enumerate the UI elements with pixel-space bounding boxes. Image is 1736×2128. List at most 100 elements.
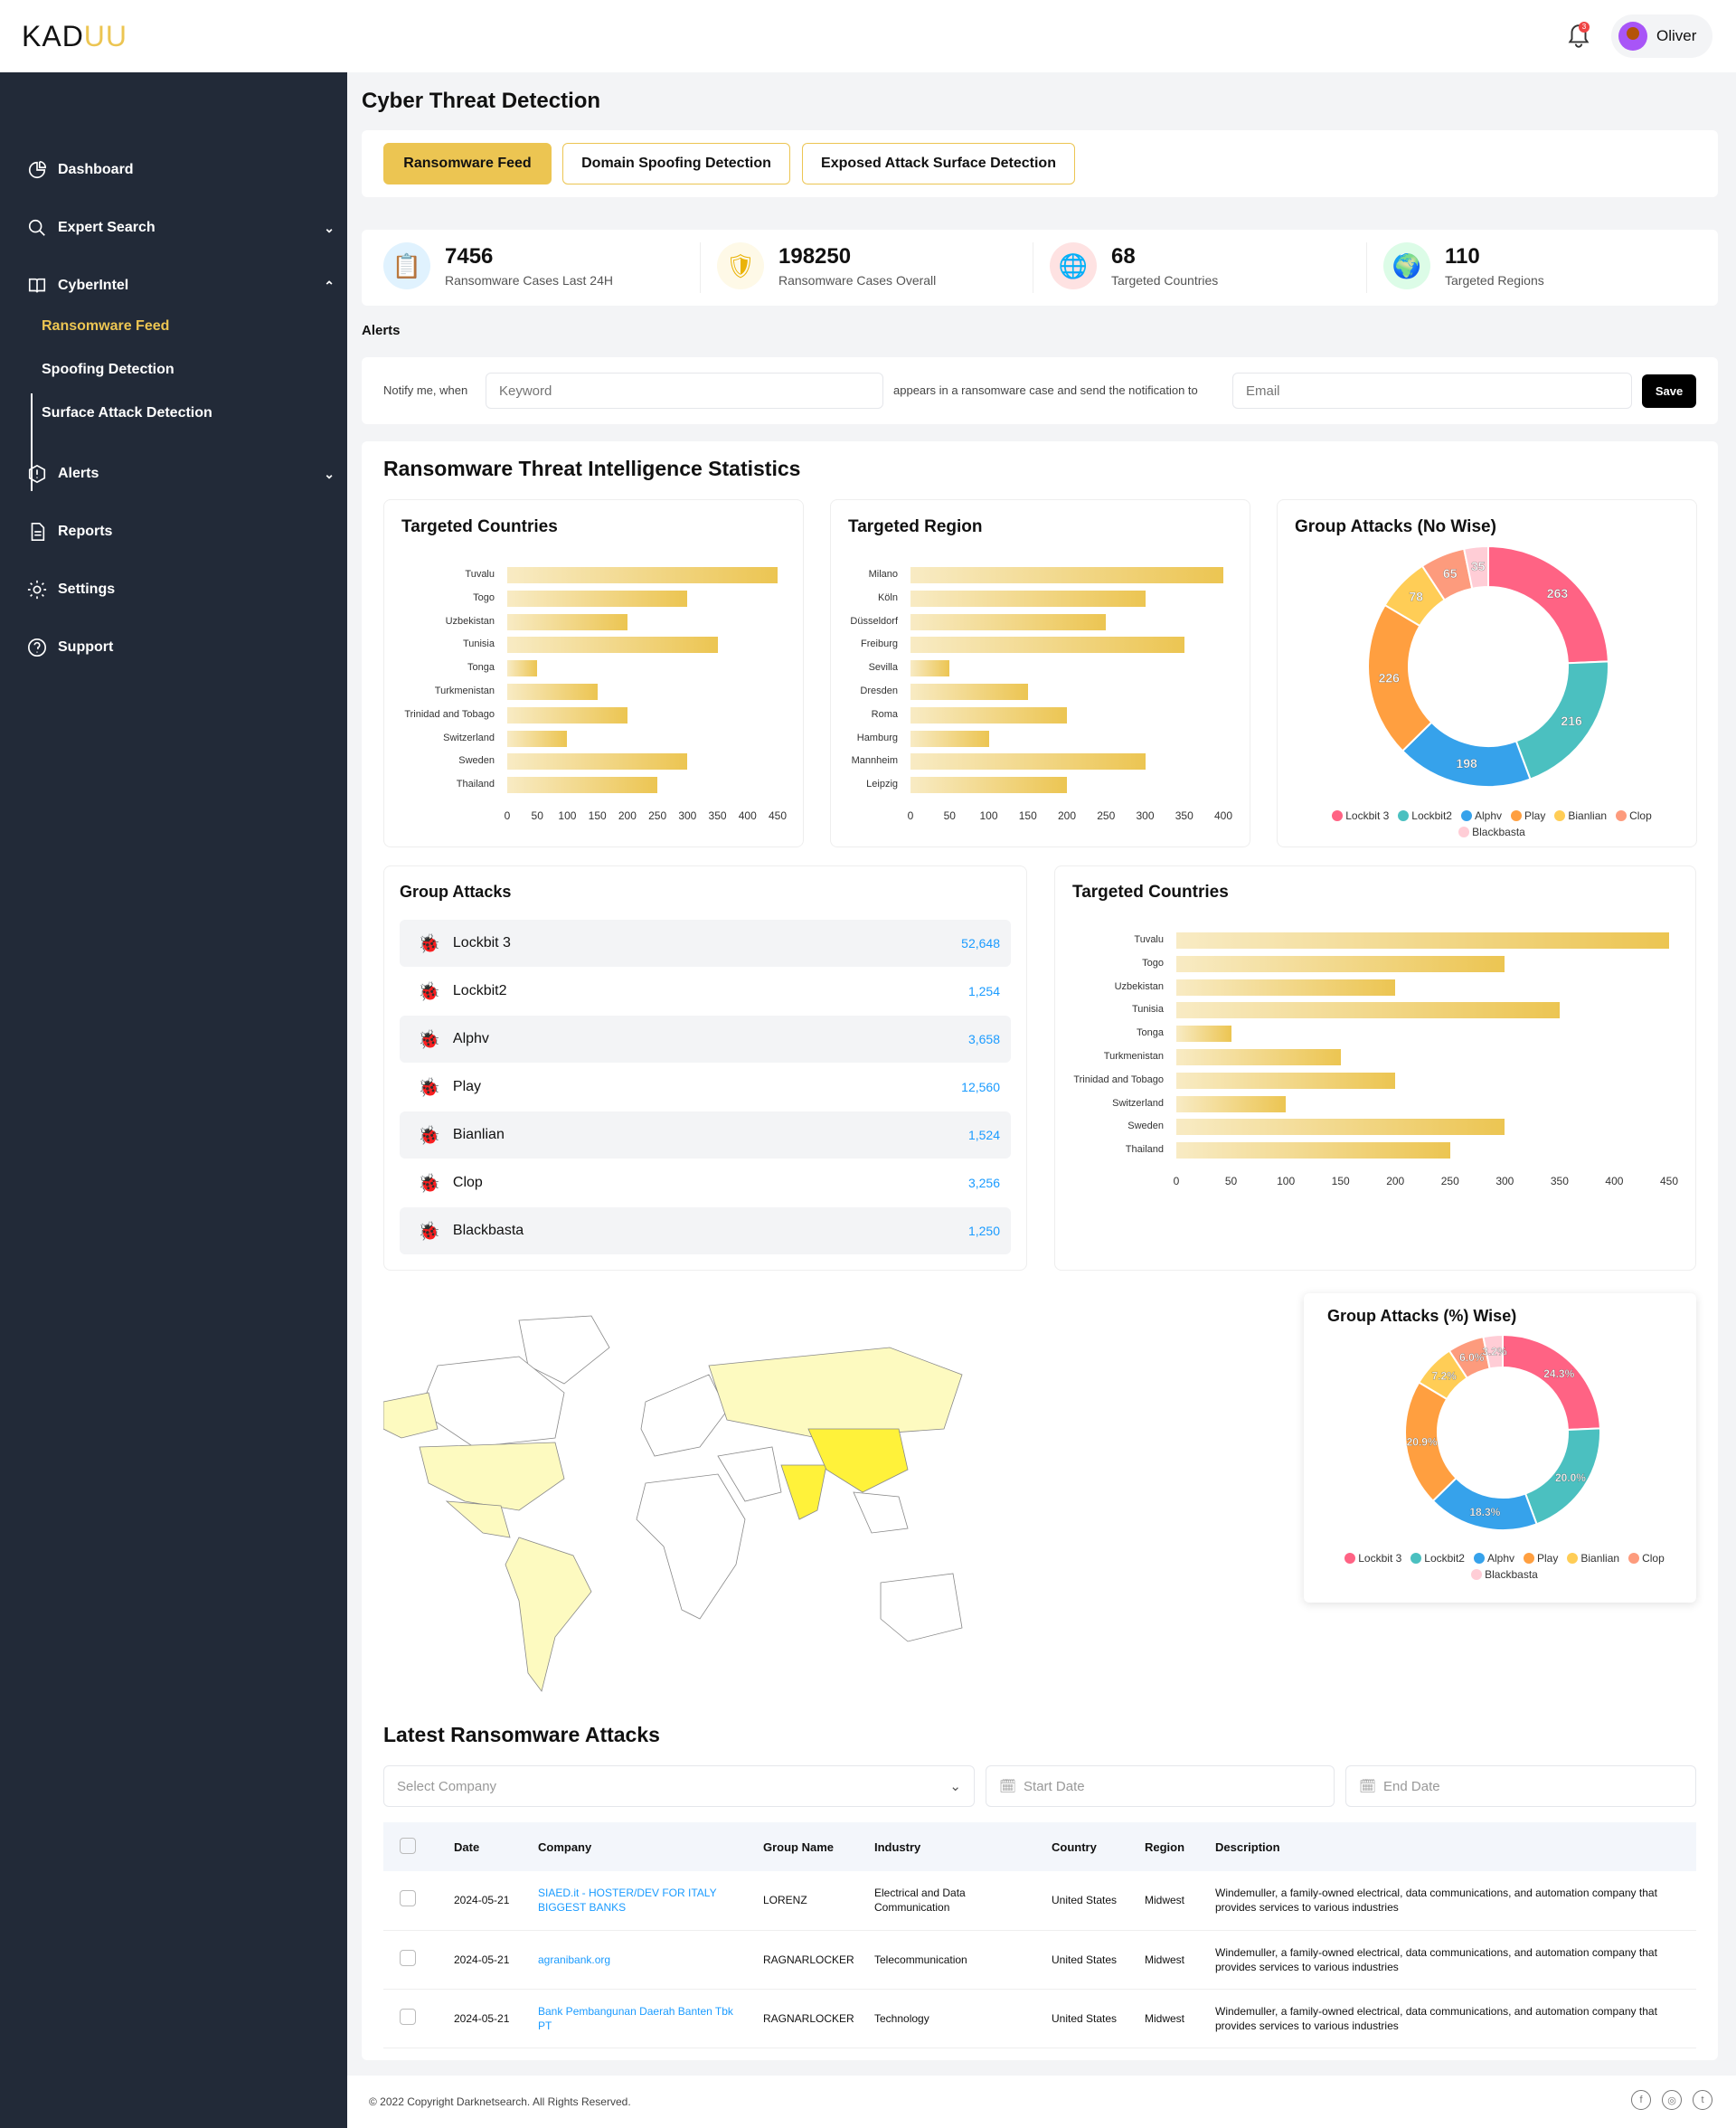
cell-company[interactable]: agranibank.org bbox=[538, 1930, 763, 1990]
tab-domain-spoofing[interactable]: Domain Spoofing Detection bbox=[562, 143, 790, 184]
select-company[interactable]: Select Company ⌄ bbox=[383, 1765, 975, 1807]
sidebar-subitem-ransomware-feed[interactable]: Ransomware Feed bbox=[42, 318, 170, 334]
instagram-icon[interactable]: ◎ bbox=[1662, 2090, 1682, 2110]
legend-item[interactable]: Alphv bbox=[1473, 1552, 1514, 1565]
donut-slice-blackbasta[interactable] bbox=[1482, 1333, 1504, 1370]
list-item[interactable]: 🐞 Lockbit2 1,254 bbox=[400, 968, 1011, 1015]
list-item[interactable]: 🐞 Bianlian 1,524 bbox=[400, 1111, 1011, 1159]
start-date-input[interactable]: 🗓 Start Date bbox=[986, 1765, 1335, 1807]
table-row[interactable]: 2024-05-21 SIAED.it - HOSTER/DEV FOR ITAL… bbox=[383, 1871, 1696, 1931]
bar[interactable] bbox=[910, 660, 950, 677]
legend-item[interactable]: Play bbox=[1511, 809, 1545, 822]
bar[interactable] bbox=[507, 730, 568, 747]
bar[interactable] bbox=[507, 660, 538, 677]
bar[interactable] bbox=[910, 613, 1107, 630]
sidebar-item-dashboard[interactable]: Dashboard bbox=[27, 160, 335, 180]
cell-company[interactable]: Bank Pembangunan Daerah Banten Tbk PT bbox=[538, 1989, 763, 2048]
sidebar-subitem-spoofing-detection[interactable]: Spoofing Detection bbox=[42, 362, 175, 377]
end-date-input[interactable]: 🗓 End Date bbox=[1345, 1765, 1696, 1807]
bar[interactable] bbox=[507, 637, 718, 654]
bar[interactable] bbox=[910, 777, 1067, 794]
row-checkbox[interactable] bbox=[400, 1949, 416, 1966]
bar[interactable] bbox=[507, 567, 778, 583]
legend-item[interactable]: Lockbit 3 bbox=[1332, 809, 1389, 822]
legend-item[interactable]: Bianlian bbox=[1554, 809, 1607, 822]
bar[interactable] bbox=[1176, 1095, 1287, 1112]
row-checkbox[interactable] bbox=[400, 1890, 416, 1907]
table-row[interactable]: 2024-05-21 agranibank.org RAGNARLOCKER Tele… bbox=[383, 1930, 1696, 1990]
legend-item[interactable]: Bianlian bbox=[1567, 1552, 1619, 1565]
sidebar-item-reports[interactable]: Reports bbox=[27, 522, 335, 542]
bar[interactable] bbox=[910, 567, 1223, 583]
bar[interactable] bbox=[1176, 979, 1396, 996]
bar[interactable] bbox=[1176, 1002, 1560, 1019]
facebook-icon[interactable]: f bbox=[1631, 2090, 1651, 2110]
bar[interactable] bbox=[507, 753, 688, 771]
bar[interactable] bbox=[507, 590, 688, 607]
sidebar-item-alerts[interactable]: Alerts ⌄ bbox=[27, 464, 335, 484]
tab-ransomware-feed[interactable]: Ransomware Feed bbox=[383, 143, 552, 184]
bar[interactable] bbox=[910, 753, 1146, 771]
chevron-up-icon[interactable]: ⌃ bbox=[324, 278, 335, 293]
legend-item[interactable]: Lockbit 3 bbox=[1344, 1552, 1401, 1565]
bar[interactable] bbox=[1176, 955, 1505, 972]
legend-item[interactable]: Clop bbox=[1616, 809, 1652, 822]
save-button[interactable]: Save bbox=[1642, 374, 1696, 408]
sidebar-item-cyberintel[interactable]: CyberIntel ⌃ bbox=[27, 276, 335, 296]
bar[interactable] bbox=[910, 684, 1028, 700]
list-item[interactable]: 🐞 Play 12,560 bbox=[400, 1064, 1011, 1111]
select-all-checkbox[interactable] bbox=[400, 1837, 416, 1854]
list-item[interactable]: 🐞 Blackbasta 1,250 bbox=[400, 1207, 1011, 1254]
donut-slice-blackbasta[interactable] bbox=[1462, 544, 1489, 590]
group-name: Play bbox=[452, 1079, 482, 1094]
col-country[interactable]: Country bbox=[1052, 1840, 1097, 1854]
list-item[interactable]: 🐞 Lockbit 3 52,648 bbox=[400, 920, 1011, 967]
sidebar-item-settings[interactable]: Settings bbox=[27, 580, 335, 600]
list-item[interactable]: 🐞 Clop 3,256 bbox=[400, 1159, 1011, 1206]
logo[interactable]: KADUU bbox=[22, 20, 127, 53]
col-date[interactable]: Date bbox=[454, 1840, 480, 1854]
bar-label: Sweden bbox=[458, 755, 495, 767]
bar[interactable] bbox=[507, 777, 658, 794]
cell-company[interactable]: SIAED.it - HOSTER/DEV FOR ITALY BIGGEST … bbox=[538, 1871, 763, 1931]
chevron-down-icon[interactable]: ⌄ bbox=[324, 220, 335, 235]
legend-item[interactable]: Alphv bbox=[1460, 809, 1502, 822]
bar[interactable] bbox=[1176, 1049, 1341, 1065]
legend-item[interactable]: Play bbox=[1524, 1552, 1558, 1565]
bar[interactable] bbox=[1176, 1119, 1505, 1136]
bar[interactable] bbox=[507, 706, 627, 724]
col-company[interactable]: Company bbox=[538, 1840, 592, 1854]
keyword-input[interactable] bbox=[486, 373, 883, 409]
bar[interactable] bbox=[507, 613, 627, 630]
chevron-down-icon[interactable]: ⌄ bbox=[324, 466, 335, 481]
col-industry[interactable]: Industry bbox=[874, 1840, 921, 1854]
bar[interactable] bbox=[910, 590, 1146, 607]
col-group[interactable]: Group Name bbox=[763, 1840, 835, 1854]
bar[interactable] bbox=[1176, 1026, 1231, 1043]
sidebar-subitem-surface-attack-detection[interactable]: Surface Attack Detection bbox=[42, 405, 212, 421]
bar[interactable] bbox=[910, 706, 1067, 724]
row-checkbox[interactable] bbox=[400, 2008, 416, 2025]
table-row[interactable]: 2024-05-21 Bank Pembangunan Daerah Banten… bbox=[383, 1989, 1696, 2048]
legend-item[interactable]: Blackbasta bbox=[1471, 1568, 1538, 1581]
bar[interactable] bbox=[1176, 932, 1669, 949]
col-region[interactable]: Region bbox=[1145, 1840, 1185, 1854]
bar[interactable] bbox=[910, 637, 1184, 654]
legend-item[interactable]: Lockbit2 bbox=[1410, 1552, 1465, 1565]
tab-exposed-attack-surface[interactable]: Exposed Attack Surface Detection bbox=[802, 143, 1075, 184]
twitter-icon[interactable]: t bbox=[1693, 2090, 1712, 2110]
bar[interactable] bbox=[910, 730, 989, 747]
sidebar-item-expert-search[interactable]: Expert Search ⌄ bbox=[27, 218, 335, 238]
legend-item[interactable]: Clop bbox=[1628, 1552, 1665, 1565]
list-item[interactable]: 🐞 Alphv 3,658 bbox=[400, 1016, 1011, 1063]
legend-item[interactable]: Blackbasta bbox=[1458, 826, 1525, 838]
legend-item[interactable]: Lockbit2 bbox=[1398, 809, 1452, 822]
bar[interactable] bbox=[1176, 1072, 1396, 1089]
col-description[interactable]: Description bbox=[1215, 1840, 1280, 1854]
bar[interactable] bbox=[507, 684, 598, 700]
bar[interactable] bbox=[1176, 1142, 1450, 1159]
sidebar-item-support[interactable]: Support bbox=[27, 638, 335, 657]
email-input[interactable] bbox=[1232, 373, 1632, 409]
group-name: Alphv bbox=[452, 1031, 489, 1046]
user-menu[interactable]: Oliver bbox=[1611, 14, 1712, 58]
